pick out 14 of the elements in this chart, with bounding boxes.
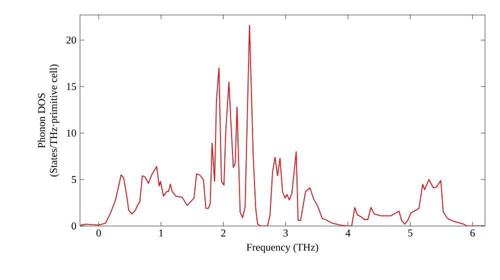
x-tick-label: 1 xyxy=(159,230,163,236)
x-tick-label: 4 xyxy=(346,230,350,236)
y-tick-label: 10 xyxy=(66,130,76,137)
y-tick-label: 0 xyxy=(72,222,76,230)
y-tick-label: 5 xyxy=(72,176,76,184)
y-axis-title: Phonon DOS (States/THz·primitive cell) xyxy=(38,64,60,177)
x-axis-title: Frequency (THz) xyxy=(246,243,318,253)
x-tick-label: 3 xyxy=(284,230,288,237)
x-tick-label: 0 xyxy=(96,230,101,237)
x-tick-label: 5 xyxy=(408,230,412,236)
y-tick-label: 15 xyxy=(66,83,76,90)
y-tick-label: 20 xyxy=(66,36,76,44)
x-tick-label: 6 xyxy=(470,230,475,237)
x-tick-label: 2 xyxy=(221,230,226,236)
